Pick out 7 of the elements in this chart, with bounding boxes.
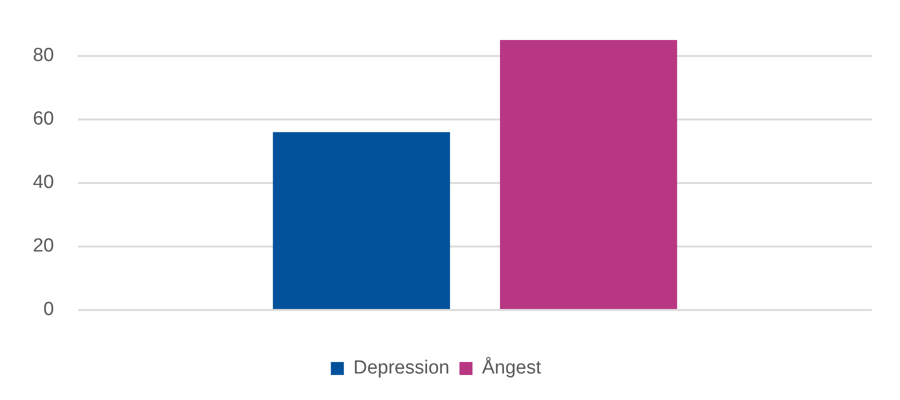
y-tick-label: 80 [32, 45, 54, 66]
legend-label: Ångest [482, 356, 542, 379]
y-tick-label: 60 [32, 108, 54, 130]
y-tick-label: 40 [32, 172, 54, 194]
legend-label: Depression [353, 358, 450, 379]
y-tick-label: 20 [32, 236, 54, 257]
y-tick-label: 0 [43, 299, 54, 320]
